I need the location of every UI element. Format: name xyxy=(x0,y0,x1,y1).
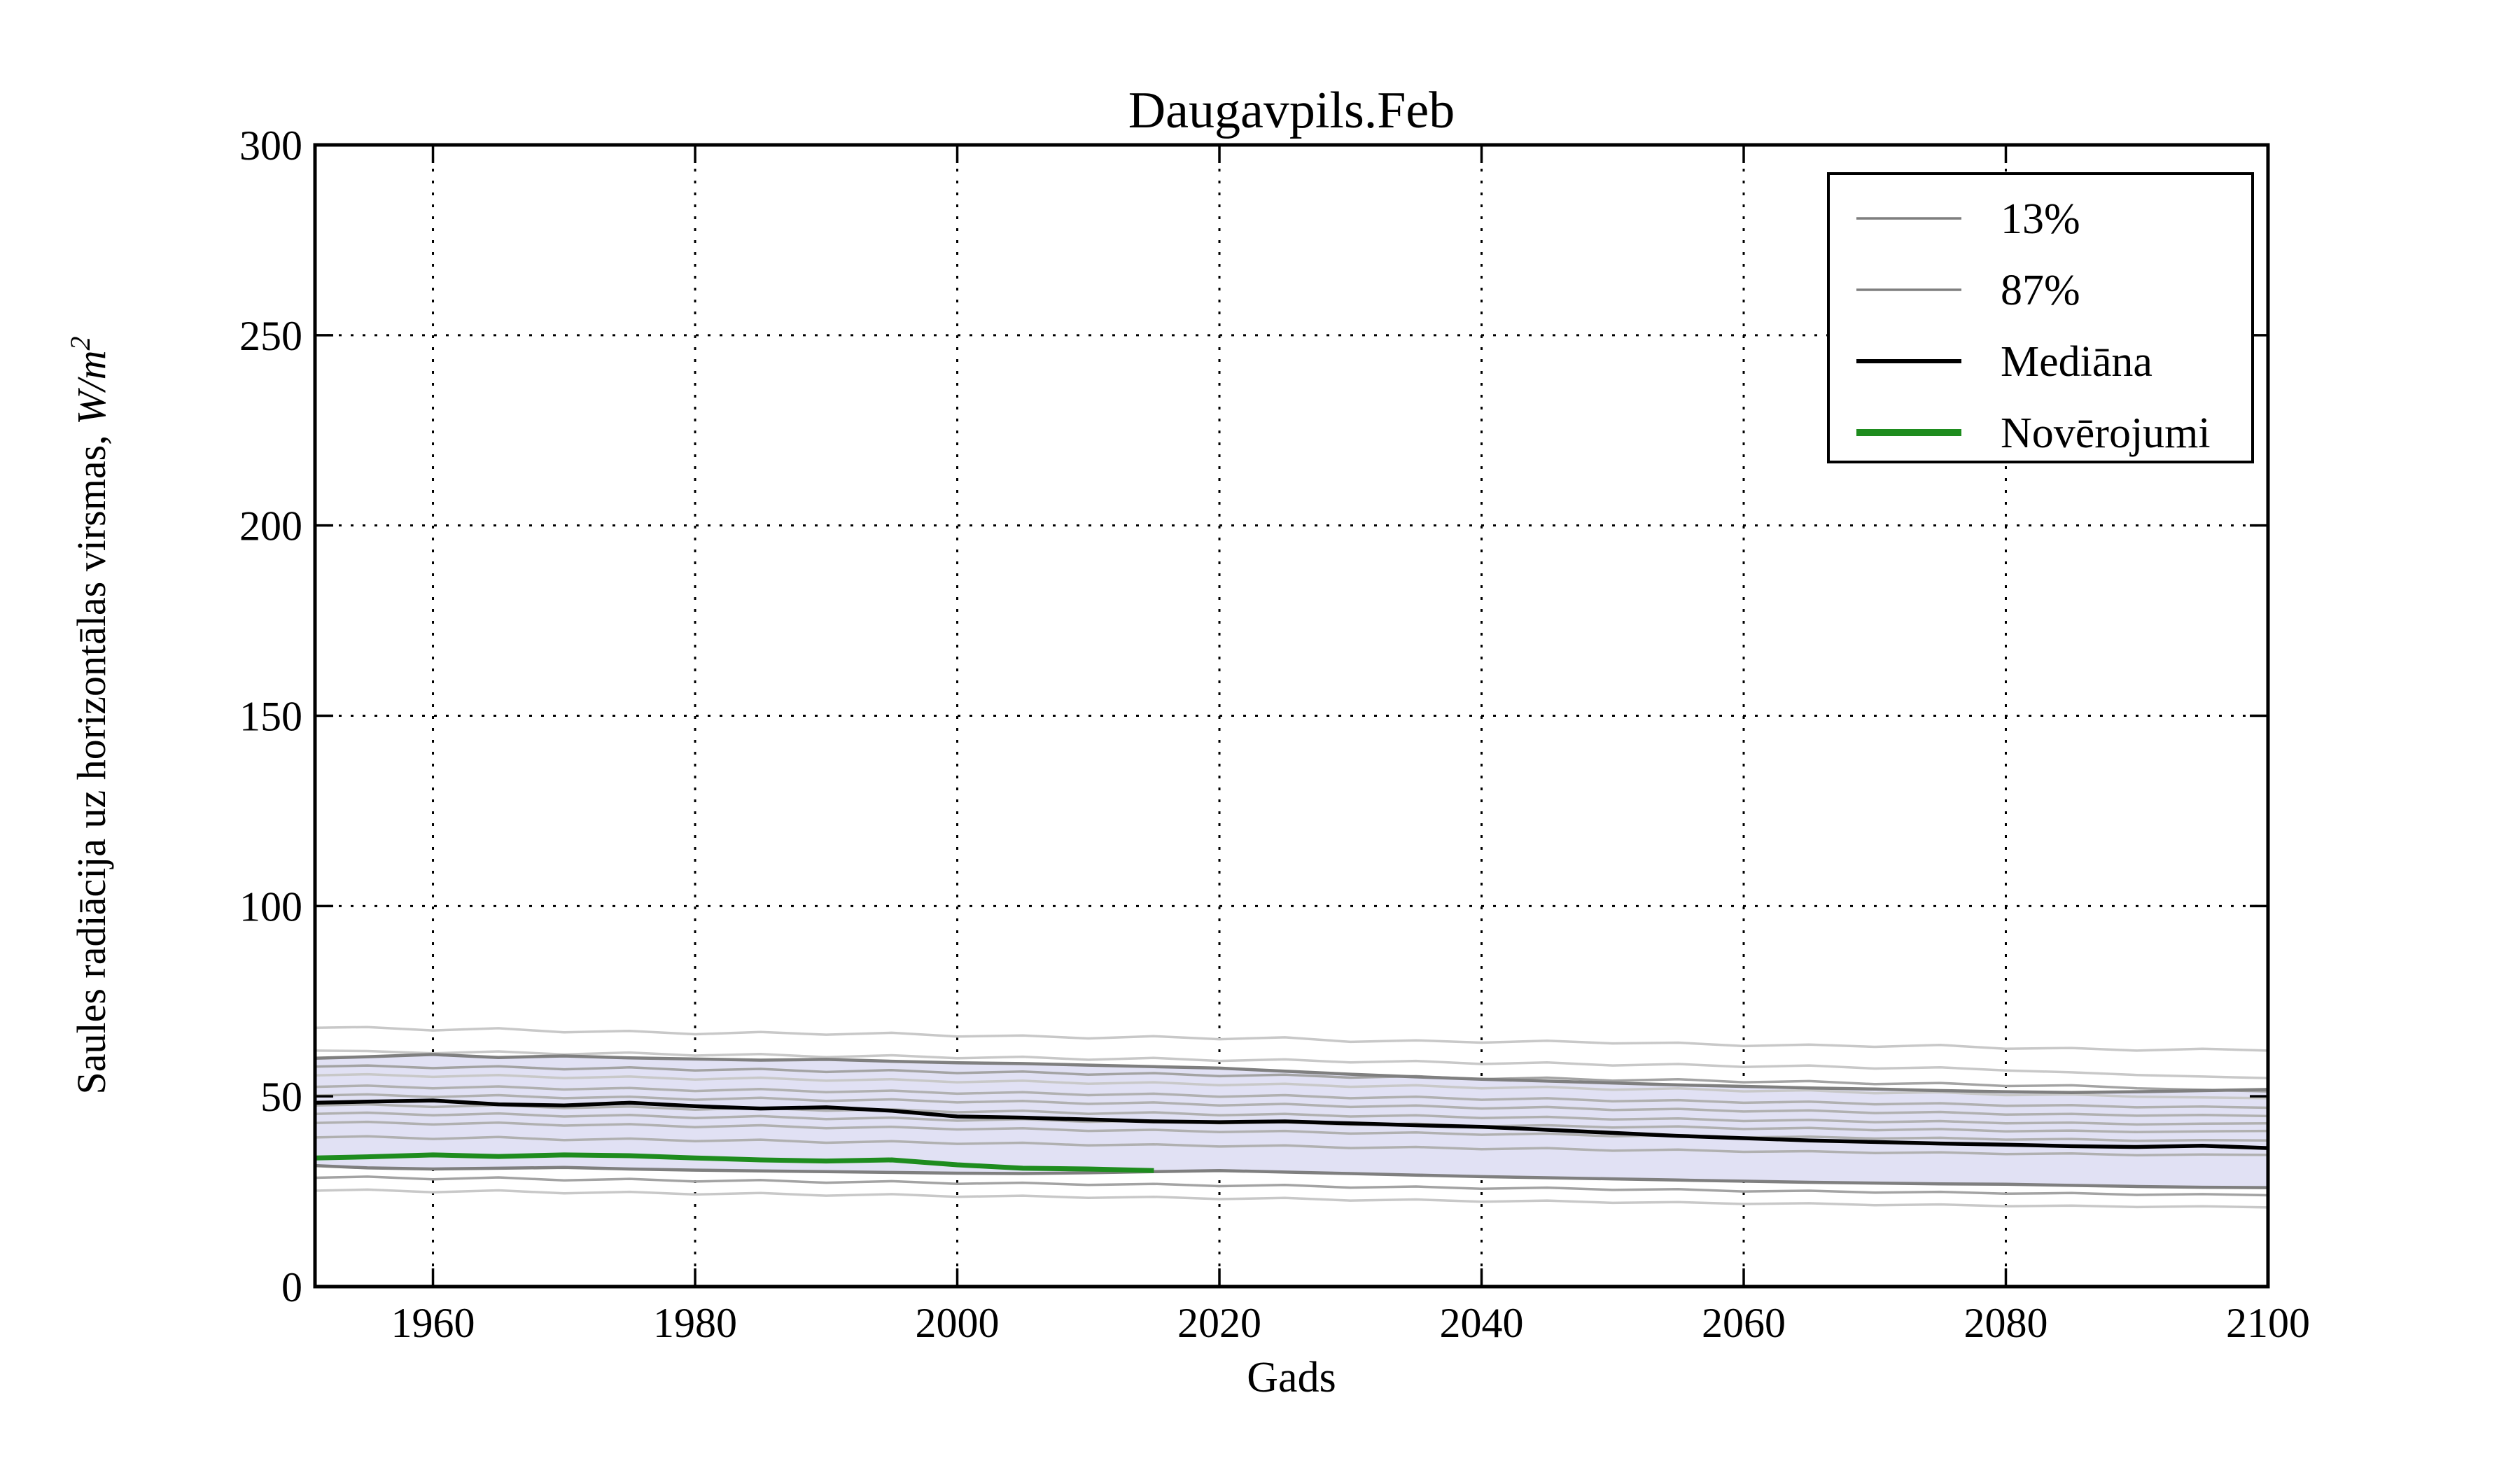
ensemble-9 xyxy=(314,1120,2269,1142)
legend-label-mediana: Mediāna xyxy=(2001,338,2152,386)
y-tick-label-150: 150 xyxy=(239,694,302,740)
y-axis-label-unit: W/m xyxy=(69,350,114,424)
ensemble-5 xyxy=(314,1084,2269,1110)
x-tick-label-1960: 1960 xyxy=(391,1300,475,1346)
x-tick-label-2000: 2000 xyxy=(916,1300,1000,1346)
y-tick-label-300: 300 xyxy=(239,122,302,169)
legend: 13% 87% Mediāna Novērojumi xyxy=(1827,172,2254,463)
ensemble-6 xyxy=(314,1093,2269,1118)
axes-spines-ticks xyxy=(313,143,2270,1289)
x-tick-label-2080: 2080 xyxy=(1964,1300,2048,1346)
legend-box xyxy=(1827,172,2254,463)
ensemble-3 xyxy=(314,1064,2269,1093)
tick-labels: 1960 1980 2000 2020 2040 2060 2080 2100 0 50 100 15… xyxy=(239,122,2310,1346)
ensemble-12 xyxy=(314,1188,2269,1209)
ensemble-1 xyxy=(314,1026,2269,1052)
ensemble-7 xyxy=(314,1102,2269,1126)
y-axis-label: Saules radiācija uz horizontālas virsmas… xyxy=(64,336,114,1094)
ensemble-11 xyxy=(314,1175,2269,1197)
observations-line xyxy=(314,1152,1154,1173)
y-axis-label-superscript: 2 xyxy=(64,336,96,350)
legend-label-noverojumi: Novērojumi xyxy=(2001,410,2211,457)
data-series xyxy=(314,1053,2269,1189)
chart-title: Daugavpils.Feb xyxy=(1128,82,1455,139)
ensemble-2 xyxy=(314,1049,2269,1079)
y-tick-label-200: 200 xyxy=(239,503,302,550)
y-tick-label-100: 100 xyxy=(239,883,302,930)
ensemble-10 xyxy=(314,1135,2269,1157)
x-tick-label-2040: 2040 xyxy=(1440,1300,1524,1346)
x-axis-label: Gads xyxy=(1247,1354,1336,1401)
y-axis-label-main: Saules radiācija uz horizontālas virsmas… xyxy=(69,425,114,1095)
percentile-87-line xyxy=(314,1053,2269,1094)
x-tick-label-2100: 2100 xyxy=(2226,1300,2310,1346)
x-tick-label-1980: 1980 xyxy=(653,1300,737,1346)
y-tick-label-250: 250 xyxy=(239,313,302,359)
legend-label-87pct: 87% xyxy=(2001,267,2080,314)
median-line xyxy=(314,1098,2269,1150)
percentile-13-line xyxy=(314,1163,2269,1189)
ensemble-lines xyxy=(314,1026,2269,1209)
x-tick-label-2020: 2020 xyxy=(1177,1300,1261,1346)
y-tick-label-50: 50 xyxy=(260,1074,302,1120)
x-tick-label-2060: 2060 xyxy=(1702,1300,1786,1346)
y-tick-label-0: 0 xyxy=(281,1264,302,1310)
legend-label-13pct: 13% xyxy=(2001,195,2080,243)
